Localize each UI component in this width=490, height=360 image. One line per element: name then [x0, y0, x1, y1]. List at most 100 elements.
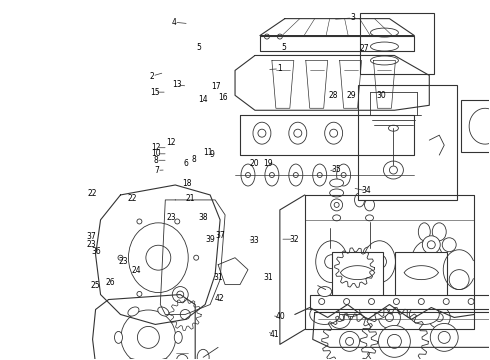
Ellipse shape [388, 334, 401, 348]
Text: 6: 6 [184, 159, 189, 168]
Text: 8: 8 [192, 155, 196, 164]
Ellipse shape [194, 255, 198, 260]
Text: 2: 2 [150, 72, 155, 81]
Ellipse shape [418, 223, 430, 241]
Text: 33: 33 [250, 237, 260, 246]
Ellipse shape [294, 129, 302, 137]
Text: 4: 4 [172, 18, 177, 27]
Text: 42: 42 [215, 294, 224, 303]
Ellipse shape [422, 236, 440, 254]
Ellipse shape [343, 298, 349, 305]
Ellipse shape [316, 241, 347, 283]
Text: 5: 5 [196, 43, 201, 52]
Ellipse shape [128, 359, 139, 360]
Ellipse shape [384, 161, 403, 179]
Ellipse shape [367, 34, 372, 39]
Ellipse shape [428, 306, 450, 328]
Text: 24: 24 [132, 266, 142, 275]
Ellipse shape [158, 359, 169, 360]
Text: 8: 8 [154, 156, 159, 165]
Ellipse shape [366, 215, 373, 221]
Ellipse shape [339, 289, 365, 316]
Text: 1: 1 [277, 64, 282, 73]
Text: 20: 20 [250, 159, 260, 168]
Text: 17: 17 [211, 82, 220, 91]
Ellipse shape [158, 307, 169, 316]
Ellipse shape [115, 332, 122, 343]
Ellipse shape [336, 314, 343, 321]
Text: 7: 7 [155, 166, 160, 175]
Ellipse shape [289, 122, 307, 144]
Ellipse shape [409, 305, 439, 324]
Ellipse shape [438, 332, 450, 343]
Ellipse shape [370, 56, 398, 65]
Ellipse shape [361, 122, 378, 144]
Ellipse shape [365, 172, 370, 177]
Ellipse shape [265, 34, 270, 39]
Bar [358, 85, 457, 200]
Ellipse shape [432, 223, 446, 241]
Text: 22: 22 [127, 194, 137, 203]
Text: 23: 23 [86, 240, 96, 249]
Ellipse shape [128, 307, 139, 316]
Text: 19: 19 [264, 159, 273, 168]
Ellipse shape [368, 298, 374, 305]
Ellipse shape [365, 199, 374, 211]
Ellipse shape [366, 129, 373, 137]
Ellipse shape [270, 172, 274, 177]
Ellipse shape [468, 298, 474, 305]
Ellipse shape [175, 219, 180, 224]
Text: 31: 31 [264, 273, 273, 282]
Ellipse shape [420, 255, 434, 269]
Ellipse shape [412, 241, 443, 283]
Ellipse shape [435, 314, 443, 321]
Text: 25: 25 [90, 281, 100, 290]
Ellipse shape [418, 298, 424, 305]
Text: 15: 15 [150, 87, 160, 96]
Ellipse shape [137, 327, 159, 348]
Text: 16: 16 [218, 93, 228, 102]
Ellipse shape [265, 164, 279, 186]
Ellipse shape [241, 164, 255, 186]
Ellipse shape [137, 292, 142, 296]
Ellipse shape [337, 164, 350, 186]
Bar [310, 294, 490, 310]
Ellipse shape [427, 241, 435, 249]
Ellipse shape [360, 300, 390, 319]
Text: 23: 23 [167, 213, 176, 222]
Ellipse shape [333, 215, 341, 221]
Ellipse shape [389, 125, 398, 131]
Ellipse shape [318, 298, 325, 305]
Text: 14: 14 [199, 95, 208, 104]
Ellipse shape [197, 349, 209, 360]
Bar [332, 252, 384, 300]
Ellipse shape [326, 247, 334, 257]
Ellipse shape [346, 298, 357, 307]
Text: 31: 31 [213, 273, 223, 282]
Ellipse shape [245, 172, 250, 177]
Ellipse shape [180, 310, 190, 319]
Text: 40: 40 [275, 312, 285, 321]
Ellipse shape [330, 179, 343, 187]
Ellipse shape [443, 298, 449, 305]
Text: 37: 37 [86, 232, 96, 241]
Ellipse shape [137, 219, 142, 224]
Text: 23: 23 [118, 257, 128, 266]
Ellipse shape [330, 189, 343, 197]
Text: 26: 26 [106, 278, 116, 287]
Text: 28: 28 [328, 90, 338, 99]
Bar [461, 100, 490, 152]
Ellipse shape [313, 164, 327, 186]
Text: 18: 18 [183, 179, 192, 188]
Ellipse shape [277, 34, 282, 39]
Text: 13: 13 [172, 81, 181, 90]
Ellipse shape [325, 255, 339, 269]
Ellipse shape [340, 332, 360, 351]
Bar [395, 252, 447, 300]
Ellipse shape [177, 291, 184, 298]
Ellipse shape [174, 332, 182, 343]
Ellipse shape [175, 292, 180, 296]
Text: 21: 21 [186, 194, 195, 203]
Ellipse shape [370, 42, 398, 51]
Text: 30: 30 [377, 90, 387, 99]
